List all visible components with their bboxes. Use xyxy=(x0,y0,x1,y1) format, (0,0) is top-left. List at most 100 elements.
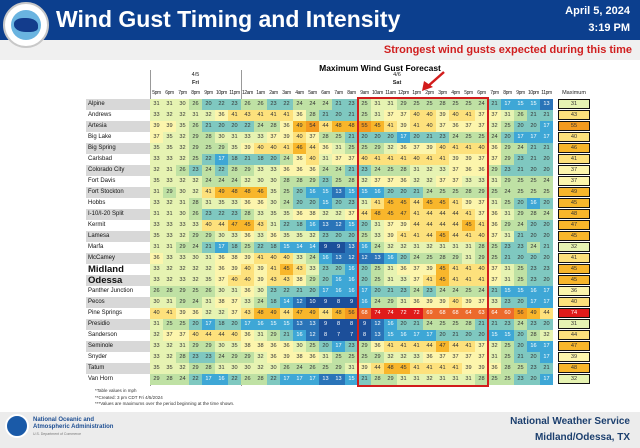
gust-cell: 37 xyxy=(488,274,501,286)
gust-cell: 21 xyxy=(345,131,358,143)
gust-cell: 44 xyxy=(410,219,423,231)
station-label: Alpine xyxy=(86,98,150,110)
gust-cell: 36 xyxy=(293,109,306,121)
gust-cell: 23 xyxy=(501,164,514,176)
hour-label: 3am xyxy=(282,90,291,96)
gust-cell: 36 xyxy=(150,252,163,264)
gust-cell: 20 xyxy=(371,285,384,297)
hour-label: 11pm xyxy=(229,90,240,96)
gust-cell: 36 xyxy=(267,340,280,352)
gust-cell: 31 xyxy=(501,274,514,286)
gust-cell: 21 xyxy=(345,109,358,121)
gust-cell: 16 xyxy=(371,186,384,198)
day-date: 4/5 xyxy=(191,72,200,78)
gust-cell: 40 xyxy=(475,230,488,242)
gust-cell: 28 xyxy=(267,120,280,132)
gust-cell: 12 xyxy=(358,252,371,264)
gust-cell: 25 xyxy=(384,164,397,176)
gust-cell: 41 xyxy=(436,153,449,165)
gust-cell: 26 xyxy=(241,373,254,385)
gust-cell: 15 xyxy=(358,186,371,198)
station-label: Pine Springs xyxy=(88,309,123,316)
gust-cell: 39 xyxy=(397,219,410,231)
gust-cell: 45 xyxy=(397,197,410,209)
gust-cell: 33 xyxy=(150,340,163,352)
gust-cell: 60 xyxy=(501,307,514,319)
gust-cell: 31 xyxy=(319,351,332,363)
gust-cell: 25 xyxy=(436,186,449,198)
gust-cell: 33 xyxy=(475,175,488,187)
gust-cell: 40 xyxy=(228,329,241,341)
gust-cell: 15 xyxy=(501,329,514,341)
gust-cell: 31 xyxy=(150,318,163,330)
gust-cell: 20 xyxy=(527,373,540,385)
gust-cell: 33 xyxy=(410,351,423,363)
gust-cell: 8 xyxy=(332,318,345,330)
gust-cell: 29 xyxy=(501,153,514,165)
gust-cell: 41 xyxy=(462,142,475,154)
gust-cell: 29 xyxy=(228,351,241,363)
gust-cell: 35 xyxy=(163,142,176,154)
gust-cell: 37 xyxy=(306,131,319,143)
gust-cell: 25 xyxy=(202,142,215,154)
noaa-sub: U.S. Department of Commerce xyxy=(33,432,82,436)
gust-cell: 24 xyxy=(449,131,462,143)
gust-cell: 68 xyxy=(449,307,462,319)
hour-label: 12pm xyxy=(398,90,409,96)
gust-cell: 31 xyxy=(397,373,410,385)
max-cell: 37 xyxy=(558,176,590,186)
gust-cell: 15 xyxy=(345,219,358,231)
gust-cell: 48 xyxy=(254,307,267,319)
gust-cell: 29 xyxy=(371,351,384,363)
hour-label: 3pm xyxy=(438,90,447,96)
hour-label: 8pm xyxy=(503,90,512,96)
issue-time: 3:19 PM xyxy=(588,22,630,34)
gust-cell: 15 xyxy=(267,318,280,330)
gust-cell: 8 xyxy=(358,329,371,341)
gust-cell: 30 xyxy=(189,252,202,264)
gust-cell: 21 xyxy=(449,329,462,341)
gust-cell: 25 xyxy=(358,98,371,110)
gust-cell: 18 xyxy=(228,153,241,165)
gust-cell: 15 xyxy=(319,197,332,209)
gust-cell: 25 xyxy=(358,230,371,242)
gust-cell: 33 xyxy=(150,274,163,286)
gust-cell: 36 xyxy=(280,164,293,176)
hour-label: 8pm xyxy=(191,90,200,96)
gust-cell: 37 xyxy=(384,219,397,231)
gust-cell: 9 xyxy=(319,318,332,330)
gust-cell: 40 xyxy=(254,142,267,154)
hour-label: 7pm xyxy=(178,90,187,96)
gust-cell: 31 xyxy=(202,296,215,308)
gust-cell: 37 xyxy=(488,153,501,165)
gust-cell: 45 xyxy=(280,263,293,275)
gust-cell: 24 xyxy=(475,285,488,297)
gust-cell: 38 xyxy=(306,208,319,220)
gust-cell: 23 xyxy=(527,274,540,286)
gust-cell: 32 xyxy=(150,164,163,176)
gust-cell: 15 xyxy=(514,98,527,110)
station-label: Carlsbad xyxy=(88,155,113,162)
gust-cell: 45 xyxy=(436,263,449,275)
gust-cell: 25 xyxy=(332,131,345,143)
max-cell: 49 xyxy=(558,187,590,197)
gust-cell: 29 xyxy=(371,142,384,154)
gust-cell: 41 xyxy=(462,274,475,286)
gust-cell: 20 xyxy=(462,329,475,341)
gust-cell: 20 xyxy=(345,230,358,242)
max-cell: 39 xyxy=(558,352,590,362)
gust-cell: 39 xyxy=(423,296,436,308)
gust-cell: 40 xyxy=(241,274,254,286)
footnote: ***Values are maximums over the period b… xyxy=(95,401,235,406)
gust-cell: 32 xyxy=(163,340,176,352)
gust-cell: 16 xyxy=(345,263,358,275)
gust-cell: 47 xyxy=(436,340,449,352)
gust-cell: 28 xyxy=(527,208,540,220)
gust-cell: 36 xyxy=(280,120,293,132)
gust-cell: 28 xyxy=(163,285,176,297)
gust-cell: 44 xyxy=(423,208,436,220)
gust-cell: 36 xyxy=(423,351,436,363)
gust-cell: 32 xyxy=(189,263,202,275)
gust-cell: 29 xyxy=(189,131,202,143)
gust-cell: 31 xyxy=(163,208,176,220)
